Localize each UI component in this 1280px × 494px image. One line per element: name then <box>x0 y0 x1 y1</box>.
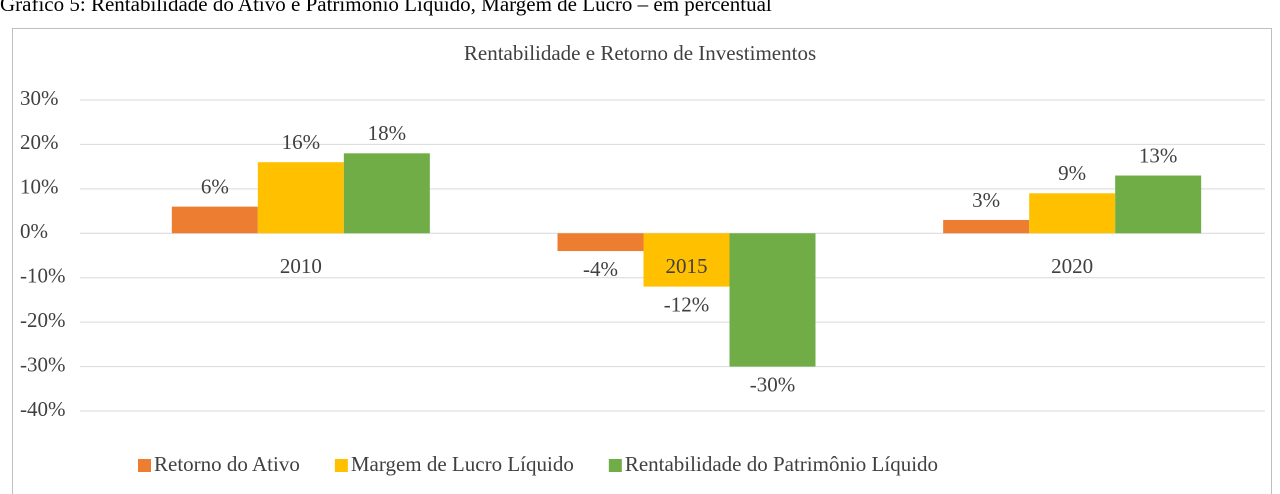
bar <box>257 162 344 234</box>
bar <box>171 206 258 234</box>
y-tick-label: -30% <box>20 352 66 376</box>
legend-swatch <box>138 459 151 472</box>
y-tick-label: -40% <box>20 397 66 421</box>
y-tick-label: 30% <box>20 86 59 110</box>
x-tick-label: 2015 <box>666 254 708 278</box>
bar <box>943 219 1030 234</box>
legend-label: Rentabilidade do Patrimônio Líquido <box>625 452 938 476</box>
y-tick-label: 0% <box>20 219 48 243</box>
y-tick-label: -10% <box>20 264 66 288</box>
bar <box>643 233 730 287</box>
bar <box>1029 193 1116 234</box>
data-label: -30% <box>750 372 796 396</box>
chart-title: Rentabilidade e Retorno de Investimentos <box>464 41 816 65</box>
y-tick-label: -20% <box>20 308 66 332</box>
data-label: -4% <box>583 257 618 281</box>
data-label: 9% <box>1058 161 1086 185</box>
bar <box>343 153 430 234</box>
x-tick-label: 2020 <box>1051 254 1093 278</box>
bar <box>1115 175 1202 234</box>
y-tick-label: 10% <box>20 175 59 199</box>
data-label: 13% <box>1139 143 1178 167</box>
chart-border <box>12 28 1272 494</box>
caption: Gráfico 5: Rentabilidade do Ativo e Patr… <box>0 0 772 16</box>
data-label: 3% <box>972 188 1000 212</box>
y-tick-label: 20% <box>20 130 59 154</box>
bar <box>729 233 816 367</box>
x-tick-label: 2010 <box>280 254 322 278</box>
data-label: 6% <box>201 174 229 198</box>
legend-swatch <box>334 459 348 472</box>
legend-swatch <box>608 459 622 472</box>
data-label: -12% <box>664 292 710 316</box>
data-label: 18% <box>368 121 407 145</box>
data-label: 16% <box>282 130 321 154</box>
legend-label: Margem de Lucro Líquido <box>351 452 574 476</box>
legend-label: Retorno do Ativo <box>154 452 300 476</box>
bar <box>557 233 644 252</box>
